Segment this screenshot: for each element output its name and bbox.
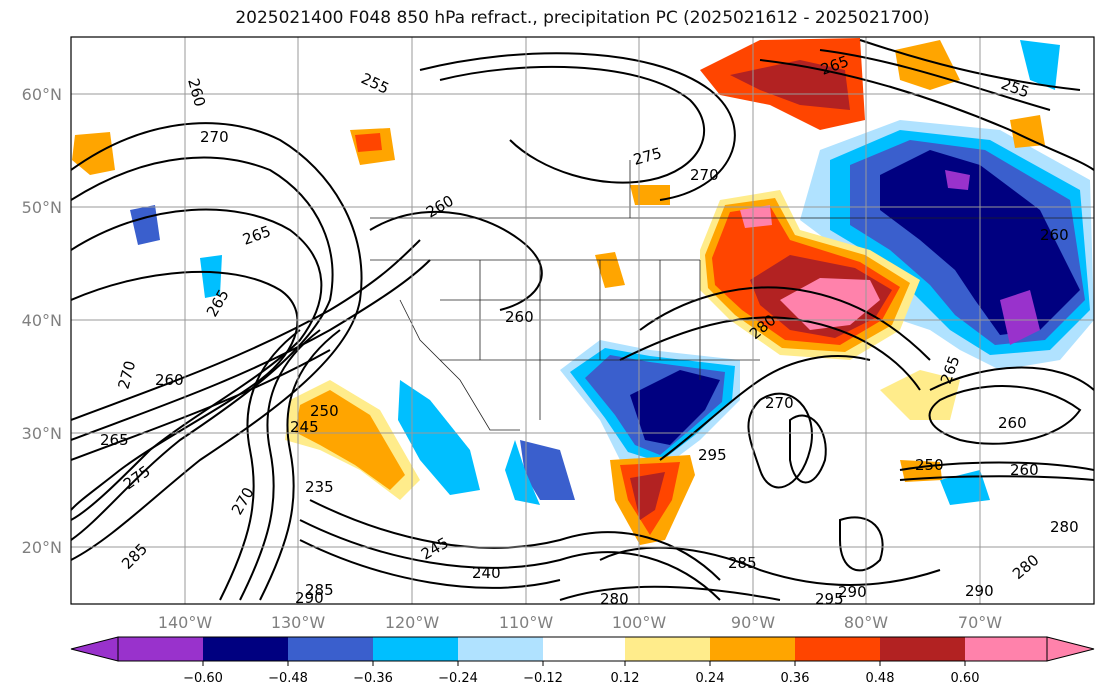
shade-cyan-mx bbox=[505, 440, 540, 505]
shade-purple-east bbox=[945, 170, 970, 190]
graticule bbox=[71, 37, 1094, 604]
contour-label: 240 bbox=[472, 564, 501, 582]
lon-label: 100°W bbox=[612, 613, 667, 632]
colorbar-tick-label: −0.36 bbox=[353, 671, 393, 686]
colorbar-bin bbox=[543, 637, 625, 661]
lat-label: 40°N bbox=[22, 311, 62, 330]
lon-label: 120°W bbox=[385, 613, 440, 632]
colorbar-bin bbox=[373, 637, 458, 661]
contour-label: 270 bbox=[690, 166, 719, 184]
shade-orange-atl bbox=[880, 370, 960, 420]
lon-label: 80°W bbox=[844, 613, 888, 632]
shade-cyan-pac bbox=[200, 255, 222, 298]
contour-label: 260 bbox=[998, 414, 1027, 432]
contour-label: 290 bbox=[965, 582, 994, 600]
shade-pink-gl2 bbox=[740, 205, 772, 228]
lon-label: 130°W bbox=[271, 613, 326, 632]
contour-label: 250 bbox=[915, 456, 944, 474]
shade-blue-mx bbox=[520, 440, 575, 500]
shade-orange-sd bbox=[595, 252, 625, 288]
colorbar-tick-label: −0.12 bbox=[523, 671, 563, 686]
colorbar-tick-label: 0.60 bbox=[951, 671, 980, 686]
contour-label: 285 bbox=[728, 554, 757, 572]
contour-label: 280 bbox=[1050, 518, 1079, 536]
lat-label: 20°N bbox=[22, 538, 62, 557]
contour-label: 265 bbox=[100, 431, 129, 449]
lat-label: 60°N bbox=[22, 85, 62, 104]
shade-red-north bbox=[730, 60, 850, 110]
contour-label: 270 bbox=[765, 394, 794, 412]
lat-label: 50°N bbox=[22, 198, 62, 217]
colorbar-tick-label: 0.12 bbox=[611, 671, 640, 686]
colorbar-tick-label: 0.48 bbox=[866, 671, 895, 686]
colorbar-tick-label: 0.24 bbox=[696, 671, 725, 686]
shade-blue-ne-top bbox=[1020, 40, 1060, 90]
shade-orange-baja bbox=[295, 390, 405, 490]
shaded-field bbox=[72, 38, 1094, 545]
colorbar-low-extend bbox=[70, 636, 119, 662]
contour-label: 260 bbox=[155, 371, 184, 389]
contour-label: 260 bbox=[1040, 226, 1069, 244]
contour-label: 260 bbox=[1010, 461, 1039, 479]
contour-label: 295 bbox=[698, 446, 727, 464]
contour-label: 270 bbox=[200, 128, 229, 146]
colorbar-bin bbox=[625, 637, 710, 661]
colorbar-bin bbox=[795, 637, 880, 661]
colorbar-tick-label: −0.60 bbox=[183, 671, 223, 686]
political-borders bbox=[370, 160, 1094, 431]
contour-label: 290 bbox=[838, 583, 867, 601]
contour-label: 285 bbox=[305, 581, 334, 599]
lon-label: 140°W bbox=[158, 613, 213, 632]
colorbar-bin bbox=[965, 637, 1047, 661]
latitude-labels: 60°N 50°N 40°N 30°N 20°N bbox=[22, 85, 62, 557]
colorbar-bin bbox=[203, 637, 288, 661]
shade-orange-atl3 bbox=[1010, 115, 1045, 148]
lon-label: 70°W bbox=[958, 613, 1002, 632]
contour-label: 250 bbox=[310, 402, 339, 420]
longitude-labels: 140°W 130°W 120°W 110°W 100°W 90°W 80°W … bbox=[158, 613, 1002, 632]
lon-label: 110°W bbox=[499, 613, 554, 632]
contour-label: 260 bbox=[505, 308, 534, 326]
colorbar-bin bbox=[880, 637, 965, 661]
colorbar-tick-label: −0.24 bbox=[438, 671, 478, 686]
contour-label: 290 bbox=[295, 589, 324, 607]
contour-label: 280 bbox=[600, 590, 629, 608]
shade-purple-se bbox=[1000, 290, 1040, 345]
shade-cyan-carib bbox=[940, 470, 990, 505]
colorbar-bin bbox=[710, 637, 795, 661]
refractivity-contours bbox=[71, 39, 1094, 601]
colorbar-bin bbox=[118, 637, 203, 661]
contour-label: 235 bbox=[305, 478, 334, 496]
shade-cyan-baja bbox=[398, 380, 480, 495]
colorbar-bin bbox=[458, 637, 543, 661]
shade-orange-can bbox=[630, 185, 670, 205]
map-title: 2025021400 F048 850 hPa refract., precip… bbox=[235, 8, 930, 28]
plot-frame bbox=[70, 36, 1095, 605]
shade-orange-pac1 bbox=[72, 132, 115, 175]
shade-navy-tx bbox=[630, 370, 720, 445]
lat-label: 30°N bbox=[22, 424, 62, 443]
colorbar-frame bbox=[117, 636, 1048, 662]
shade-red-pac2 bbox=[355, 133, 382, 152]
contour-label: 245 bbox=[290, 418, 319, 436]
colorbar: −0.60 −0.48 −0.36 −0.24 −0.12 0.12 0.24 … bbox=[70, 636, 1095, 686]
colorbar-tick-label: −0.48 bbox=[268, 671, 308, 686]
colorbar-high-extend bbox=[1046, 636, 1095, 662]
colorbar-bin bbox=[288, 637, 373, 661]
colorbar-tick-label: 0.36 bbox=[781, 671, 810, 686]
lon-label: 90°W bbox=[731, 613, 775, 632]
